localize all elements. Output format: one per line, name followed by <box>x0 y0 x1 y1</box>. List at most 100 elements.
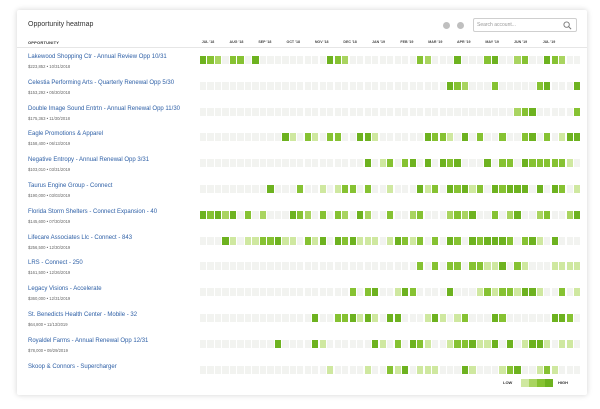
heatmap-cell[interactable] <box>439 210 446 219</box>
heatmap-cell[interactable] <box>409 288 416 297</box>
heatmap-cell[interactable] <box>200 185 207 193</box>
table-row[interactable]: St. Benedicts Health Center - Mobile - 3… <box>17 310 587 336</box>
heatmap-cell[interactable] <box>559 314 566 322</box>
heatmap-cell[interactable] <box>252 288 259 297</box>
heatmap-cell[interactable] <box>521 288 529 297</box>
heatmap-cell[interactable] <box>312 210 319 219</box>
heatmap-cell[interactable] <box>372 262 379 271</box>
heatmap-cell[interactable] <box>469 288 476 297</box>
heatmap-cell[interactable] <box>252 210 259 219</box>
table-row[interactable]: Taurus Engine Group - Connect $190,000 • … <box>17 181 587 207</box>
heatmap-cell[interactable] <box>536 365 543 374</box>
heatmap-cell[interactable] <box>237 185 244 193</box>
heatmap-cell[interactable] <box>289 81 296 90</box>
heatmap-cell[interactable] <box>529 339 536 348</box>
heatmap-cell[interactable] <box>342 107 349 116</box>
heatmap-cell[interactable] <box>267 365 274 374</box>
heatmap-cell[interactable] <box>259 236 267 245</box>
heatmap-cell[interactable] <box>267 56 274 64</box>
heatmap-cell[interactable] <box>566 210 573 219</box>
heatmap-cell[interactable] <box>244 185 252 193</box>
heatmap-cell[interactable] <box>379 159 386 168</box>
heatmap-cell[interactable] <box>454 159 461 168</box>
heatmap-cell[interactable] <box>282 314 289 322</box>
heatmap-cell[interactable] <box>200 365 207 374</box>
heatmap-cell[interactable] <box>379 365 386 374</box>
heatmap-cell[interactable] <box>536 236 543 245</box>
heatmap-cell[interactable] <box>574 133 581 142</box>
heatmap-cell[interactable] <box>244 133 252 142</box>
heatmap-cell[interactable] <box>551 185 558 193</box>
heatmap-cell[interactable] <box>574 365 581 374</box>
heatmap-cell[interactable] <box>499 236 506 245</box>
heatmap-cell[interactable] <box>529 210 536 219</box>
heatmap-cell[interactable] <box>514 185 521 193</box>
heatmap-cell[interactable] <box>394 56 401 64</box>
heatmap-cell[interactable] <box>229 133 237 142</box>
heatmap-cell[interactable] <box>267 236 274 245</box>
heatmap-cell[interactable] <box>372 339 379 348</box>
heatmap-cell[interactable] <box>372 314 379 322</box>
heatmap-cell[interactable] <box>484 81 491 90</box>
heatmap-cell[interactable] <box>304 133 311 142</box>
heatmap-cell[interactable] <box>274 185 282 193</box>
heatmap-cell[interactable] <box>454 133 461 142</box>
heatmap-cell[interactable] <box>237 236 244 245</box>
heatmap-cell[interactable] <box>357 314 364 322</box>
heatmap-cell[interactable] <box>424 262 431 271</box>
heatmap-cell[interactable] <box>521 133 529 142</box>
heatmap-cell[interactable] <box>252 185 259 193</box>
heatmap-cell[interactable] <box>432 236 439 245</box>
heatmap-cell[interactable] <box>521 365 529 374</box>
table-row[interactable]: Legacy Visions - Accelerate $360,000 • 12… <box>17 284 587 310</box>
heatmap-cell[interactable] <box>289 262 296 271</box>
heatmap-cell[interactable] <box>387 81 394 90</box>
heatmap-cell[interactable] <box>289 339 296 348</box>
heatmap-cell[interactable] <box>491 365 499 374</box>
heatmap-cell[interactable] <box>574 210 581 219</box>
heatmap-cell[interactable] <box>304 159 311 168</box>
heatmap-cell[interactable] <box>379 81 386 90</box>
heatmap-cell[interactable] <box>364 288 371 297</box>
heatmap-cell[interactable] <box>484 210 491 219</box>
heatmap-cell[interactable] <box>267 107 274 116</box>
heatmap-cell[interactable] <box>402 159 409 168</box>
heatmap-cell[interactable] <box>289 133 296 142</box>
heatmap-cell[interactable] <box>454 262 461 271</box>
heatmap-cell[interactable] <box>491 81 499 90</box>
heatmap-cell[interactable] <box>417 210 424 219</box>
heatmap-cell[interactable] <box>439 339 446 348</box>
search-box[interactable] <box>473 18 577 32</box>
search-icon[interactable] <box>563 21 572 30</box>
heatmap-cell[interactable] <box>214 81 222 90</box>
heatmap-cell[interactable] <box>402 81 409 90</box>
heatmap-cell[interactable] <box>566 159 573 168</box>
heatmap-cell[interactable] <box>424 159 431 168</box>
heatmap-cell[interactable] <box>222 56 229 64</box>
heatmap-cell[interactable] <box>252 133 259 142</box>
heatmap-cell[interactable] <box>304 210 311 219</box>
heatmap-cell[interactable] <box>327 81 334 90</box>
heatmap-cell[interactable] <box>379 185 386 193</box>
heatmap-cell[interactable] <box>207 56 214 64</box>
heatmap-cell[interactable] <box>274 236 282 245</box>
heatmap-cell[interactable] <box>237 107 244 116</box>
heatmap-cell[interactable] <box>476 288 484 297</box>
heatmap-cell[interactable] <box>461 314 469 322</box>
heatmap-cell[interactable] <box>252 159 259 168</box>
heatmap-cell[interactable] <box>237 210 244 219</box>
heatmap-cell[interactable] <box>559 185 566 193</box>
heatmap-cell[interactable] <box>417 262 424 271</box>
heatmap-cell[interactable] <box>454 56 461 64</box>
heatmap-cell[interactable] <box>432 210 439 219</box>
heatmap-cell[interactable] <box>342 314 349 322</box>
heatmap-cell[interactable] <box>282 159 289 168</box>
heatmap-cell[interactable] <box>349 288 356 297</box>
heatmap-cell[interactable] <box>446 365 454 374</box>
opportunity-link[interactable]: Lakewood Shopping Ctr - Annual Review Op… <box>28 54 167 60</box>
heatmap-cell[interactable] <box>379 314 386 322</box>
heatmap-cell[interactable] <box>334 210 341 219</box>
heatmap-cell[interactable] <box>506 159 514 168</box>
heatmap-cell[interactable] <box>469 185 476 193</box>
heatmap-cell[interactable] <box>222 314 229 322</box>
